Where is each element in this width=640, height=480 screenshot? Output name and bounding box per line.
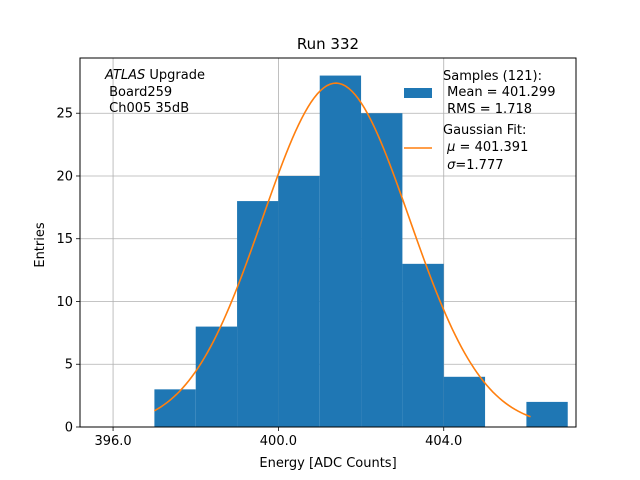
legend-fit-sigma-line: σ=1.777 [443, 158, 504, 173]
legend-mu-symbol: μ [446, 140, 455, 155]
y-tick-label-3: 15 [56, 232, 73, 247]
y-tick-label-0: 0 [65, 421, 73, 436]
annotation-line-1: ATLAS Upgrade [104, 68, 205, 83]
gaussian-fit [154, 82, 531, 418]
legend-mu-value: = 401.391 [455, 140, 528, 155]
histogram-bars [154, 75, 568, 428]
histogram-bar-3 [278, 175, 320, 427]
annotation-text: ATLAS Upgrade Board259 Ch005 35dB [104, 68, 205, 116]
x-axis-ticks: 396.0 400.0 404.0 [94, 427, 462, 449]
legend-samples-line-1: Samples (121): [443, 69, 542, 84]
legend-samples-line-2: Mean = 401.299 [443, 85, 555, 100]
legend-samples-line-3: RMS = 1.718 [443, 102, 532, 117]
y-tick-label-2: 10 [56, 295, 73, 310]
legend-fit-mu-line: μ = 401.391 [443, 140, 528, 155]
x-tick-label-2: 404.0 [425, 434, 462, 449]
histogram-bar-2 [237, 201, 279, 427]
histogram-bar-9 [526, 401, 568, 427]
histogram-bar-6 [402, 263, 444, 427]
legend-sigma-value: =1.777 [455, 158, 503, 173]
legend-fit-line-1: Gaussian Fit: [443, 123, 526, 138]
annotation-italic: ATLAS [104, 68, 145, 83]
gaussian-fit-curve [154, 82, 531, 418]
histogram-bar-1 [195, 326, 238, 427]
x-axis-label: Energy [ADC Counts] [259, 456, 396, 471]
annotation-rest: Upgrade [145, 68, 205, 83]
y-tick-label-4: 20 [56, 169, 73, 184]
legend: Samples (121): Mean = 401.299 RMS = 1.71… [404, 69, 555, 173]
legend-samples-swatch [404, 88, 432, 98]
x-tick-label-1: 400.0 [260, 434, 297, 449]
legend-sigma-symbol: σ [447, 158, 456, 173]
y-tick-label-1: 5 [65, 358, 73, 373]
y-axis-label: Entries [33, 222, 48, 268]
histogram-bar-7 [443, 376, 486, 427]
annotation-line-2: Board259 [105, 85, 172, 100]
y-tick-label-5: 25 [56, 107, 73, 122]
histogram-bar-5 [361, 113, 403, 427]
histogram-bar-4 [319, 75, 362, 428]
chart-title: Run 332 [297, 35, 359, 53]
plot-frame [79, 57, 577, 428]
annotation-line-3: Ch005 35dB [105, 101, 189, 116]
y-axis-ticks: 0 5 10 15 20 25 [56, 107, 80, 436]
x-tick-label-0: 396.0 [94, 434, 131, 449]
